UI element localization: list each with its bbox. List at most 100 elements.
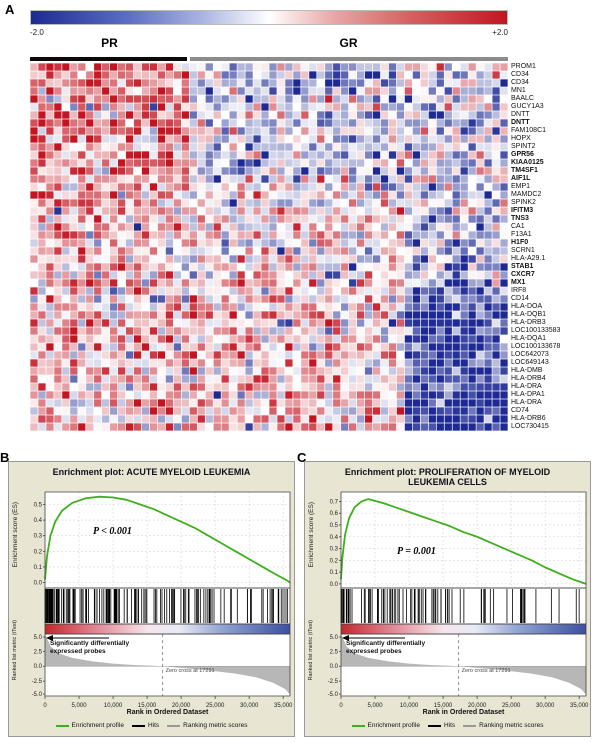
gsea-b-metric-axis-label: Ranked list metric (tTest) [12,620,18,681]
colorbar-min-label: -2.0 [30,28,44,37]
gene-label: STAB1 [511,263,534,270]
gene-label: HLA-DQA1 [511,335,547,342]
group-bar-pr [30,57,187,61]
gsea-c-metric-axis-label: Ranked list metric (tTest) [308,620,314,681]
gsea-panel-b: Enrichment plot: ACUTE MYELOID LEUKEMIA … [8,461,296,737]
gene-label: HLA-DRA [511,383,542,390]
gene-label: DNTT [511,111,530,118]
gene-label: CA1 [511,223,525,230]
gene-label: BAALC [511,95,534,102]
gene-label: HLA-A29.1 [511,255,546,262]
legend-line-gray [167,724,181,727]
heatmap-canvas [30,63,508,431]
gsea-b-title: Enrichment plot: ACUTE MYELOID LEUKEMIA [9,467,294,477]
gsea-c-es-axis-label: Enrichment score (ES) [308,502,315,568]
gene-label: HLA-DRB4 [511,375,546,382]
gsea-b-p-value: P < 0.001 [93,526,132,537]
gsea-c-sig-label: Significantly differentially expressed p… [346,640,425,655]
heatmap-colorbar [30,10,508,25]
gene-label: HLA-DRB6 [511,415,546,422]
gene-label: IRF8 [511,287,527,294]
gene-label: SCRN1 [511,247,535,254]
gsea-c-x-axis-label: Rank in Ordered Dataset [422,709,505,716]
gsea-c-title-line-2: LEUKEMIA CELLS [408,477,487,487]
gsea-b-sig-label: Significantly differentially expressed p… [50,640,129,655]
gene-label: MN1 [511,87,526,94]
gene-label: MAMDC2 [511,191,542,198]
legend-label: Ranking metric scores [183,722,248,729]
gene-label: HLA-DMB [511,367,543,374]
gene-label: CXCR7 [511,271,535,278]
gene-label: CD14 [511,295,529,302]
gene-label: CD34 [511,79,529,86]
gene-label: LOC100133678 [511,343,561,350]
legend-line-gray [463,724,477,727]
legend-label: Hits [443,722,456,729]
gsea-c-title-line-1: Enrichment plot: PROLIFERATION OF MYELOI… [344,467,551,477]
gene-label: SPINT2 [511,143,536,150]
legend-line-black [131,724,145,727]
gsea-b-es-axis-label: Enrichment score (ES) [12,502,19,568]
gene-label: LOC730415 [511,423,549,430]
sig-line-2: expressed probes [346,647,402,655]
gsea-b-legend: Enrichment profile Hits Ranking metric s… [9,722,294,729]
gene-label: GPR56 [511,151,534,158]
gsea-b-title-line-1: Enrichment plot: ACUTE MYELOID LEUKEMIA [52,467,251,477]
gene-label: AIF1L [511,175,531,182]
gsea-b-zero-cross-label: Zero cross at 17291 [165,668,215,674]
legend-hits: Hits [131,722,160,729]
gene-label: FAM108C1 [511,127,547,134]
gene-label: LOC642073 [511,351,549,358]
gene-label: GUCY1A3 [511,103,544,110]
gsea-c-title: Enrichment plot: PROLIFERATION OF MYELOI… [305,467,590,487]
gene-label: TNS3 [511,215,529,222]
gene-label: LOC649143 [511,359,549,366]
legend-enrichment-profile: Enrichment profile [351,722,420,729]
gsea-c-plot-canvas [305,490,592,712]
gene-label: F13A1 [511,231,532,238]
legend-label: Enrichment profile [71,722,124,729]
gene-label: TM4SF1 [511,167,538,174]
legend-line-green [55,724,69,727]
legend-line-black [427,724,441,727]
legend-label: Enrichment profile [367,722,420,729]
group-label-gr: GR [339,36,358,50]
legend-enrichment-profile: Enrichment profile [55,722,124,729]
gene-label: IFITM3 [511,207,534,214]
colorbar-max-label: +2.0 [492,28,508,37]
gene-label: HLA-DOA [511,303,543,310]
legend-ranking-metric: Ranking metric scores [167,722,247,729]
sig-line-1: Significantly differentially [346,640,426,647]
sig-line-1: Significantly differentially [50,640,130,647]
gene-label: PROM1 [511,63,536,70]
gsea-b-plot-canvas [9,490,296,712]
gsea-panel-c: Enrichment plot: PROLIFERATION OF MYELOI… [304,461,592,737]
panel-b-label: B [0,450,10,465]
gene-label: CD74 [511,407,529,414]
gene-label: HLA-DQB1 [511,311,547,318]
gene-label: CD34 [511,71,529,78]
gene-label: KIAA0125 [511,159,544,166]
sig-line-2: expressed probes [50,647,106,655]
gene-label: HLA-DRA [511,399,542,406]
gene-label: SPINK2 [511,199,536,206]
gene-label: MX1 [511,279,526,286]
gene-label: DNTT [511,119,530,126]
gsea-c-zero-cross-label: Zero cross at 17291 [461,668,511,674]
gsea-b-x-axis-label: Rank in Ordered Dataset [126,709,209,716]
panel-a-label: A [5,2,15,17]
legend-line-green [351,724,365,727]
legend-label: Hits [147,722,160,729]
panel-c-label: C [297,450,307,465]
gsea-c-legend: Enrichment profile Hits Ranking metric s… [305,722,590,729]
gene-label: H1F0 [511,239,529,246]
group-label-pr: PR [101,36,118,50]
gene-label: EMP1 [511,183,531,190]
legend-hits: Hits [427,722,456,729]
group-bar-gr [190,57,508,61]
gene-label: HLA-DPA1 [511,391,545,398]
gene-label: LOC100133583 [511,327,561,334]
gene-label: HOPX [511,135,531,142]
gene-label-column: PROM1 CD34 CD34 MN1 BAALC GUCY1A3 DNTT DNTT FAM1… [511,63,599,431]
